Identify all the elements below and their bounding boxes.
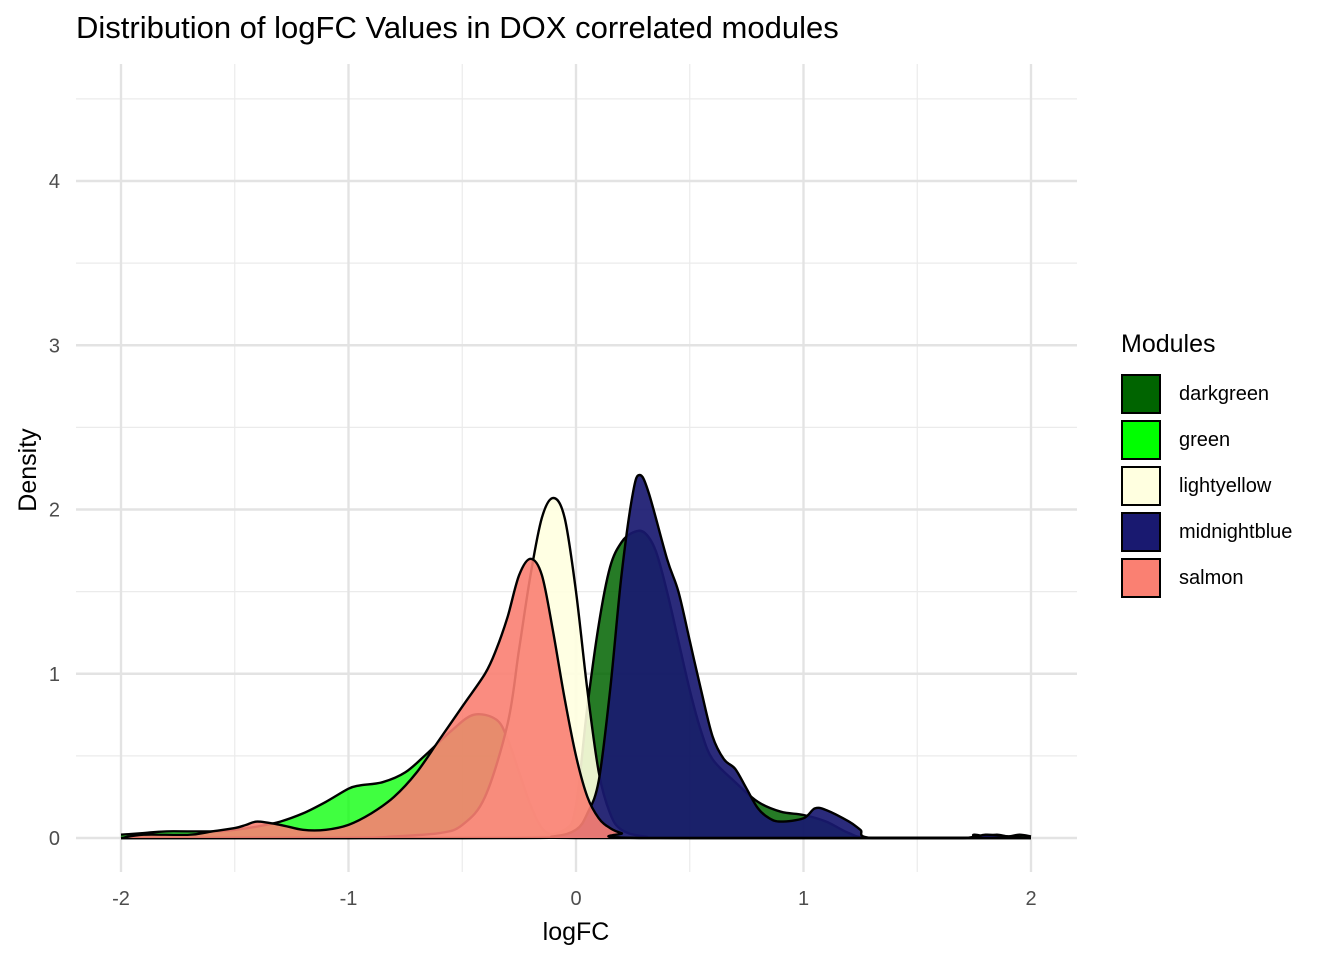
y-tick-label: 1 <box>49 664 60 686</box>
legend-item-midnightblue: midnightblue <box>1121 509 1292 555</box>
legend-item-salmon: salmon <box>1121 555 1292 601</box>
y-tick-labels: 0 1 2 3 4 <box>49 171 60 850</box>
legend-item-darkgreen: darkgreen <box>1121 371 1292 417</box>
legend-label: salmon <box>1179 566 1244 589</box>
legend-key-darkgreen <box>1121 374 1161 414</box>
y-tick-label: 2 <box>49 500 60 522</box>
y-tick-label: 0 <box>49 828 60 850</box>
x-tick-label: 0 <box>570 888 581 910</box>
y-tick-label: 3 <box>49 335 60 357</box>
legend-items: darkgreen green lightyellow midnightblue sal… <box>1121 371 1292 601</box>
legend-key-salmon <box>1121 558 1161 598</box>
density-area-lightyellow <box>121 498 1031 838</box>
x-axis-title: logFC <box>543 918 610 946</box>
density-area-salmon <box>121 558 1031 838</box>
legend-item-lightyellow: lightyellow <box>1121 463 1292 509</box>
legend-key-lightyellow <box>1121 466 1161 506</box>
x-tick-labels: -2 -1 0 1 2 <box>112 888 1036 910</box>
legend-key-green <box>1121 420 1161 460</box>
legend-label: midnightblue <box>1179 520 1293 543</box>
legend: Modules darkgreen green lightyellow midnigh… <box>1121 330 1292 601</box>
chart-title: Distribution of logFC Values in DOX corr… <box>76 10 839 45</box>
legend-key-midnightblue <box>1121 512 1161 552</box>
legend-label: darkgreen <box>1179 382 1270 405</box>
density-outline-salmon <box>120 557 1031 840</box>
density-areas <box>120 473 1032 840</box>
legend-label: green <box>1179 428 1231 451</box>
y-tick-label: 4 <box>49 171 60 193</box>
density-area-green <box>121 714 1031 838</box>
y-axis-title: Density <box>14 428 42 512</box>
legend-item-green: green <box>1121 417 1292 463</box>
x-tick-label: -1 <box>340 888 358 910</box>
legend-label: lightyellow <box>1179 474 1272 497</box>
x-tick-label: 1 <box>798 888 809 910</box>
x-tick-label: -2 <box>112 888 130 910</box>
x-tick-label: 2 <box>1025 888 1036 910</box>
legend-title: Modules <box>1121 330 1216 358</box>
